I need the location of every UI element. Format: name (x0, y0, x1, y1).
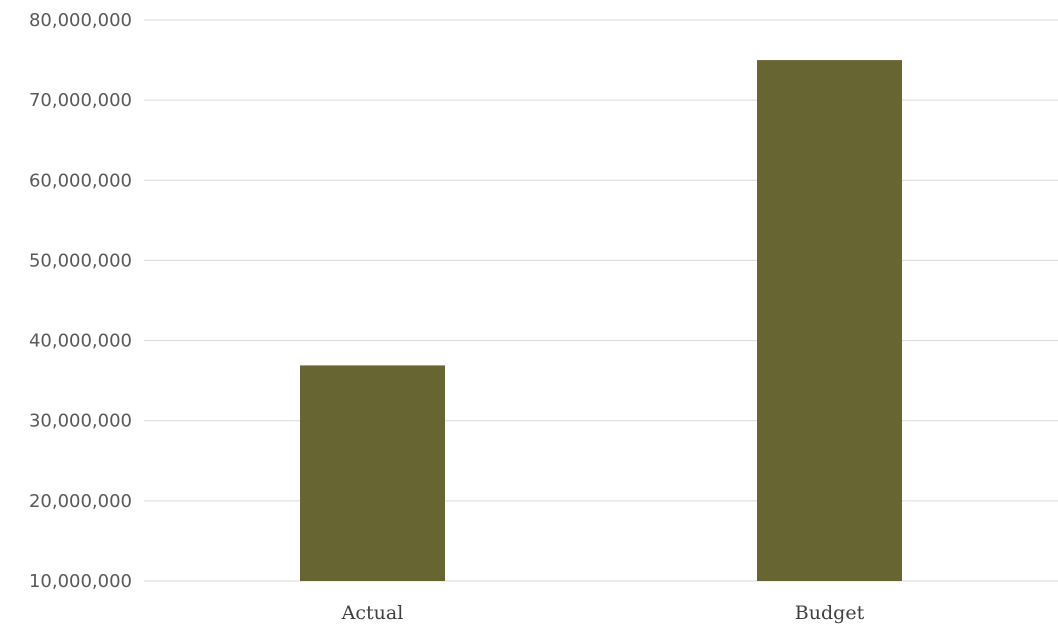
bars (300, 60, 902, 582)
x-axis-labels: Actual Budget (341, 602, 865, 624)
y-tick-label: 70,000,000 (29, 90, 132, 111)
x-tick-label: Budget (795, 602, 865, 624)
bar-actual[interactable] (300, 365, 445, 581)
gridlines (144, 19, 1058, 582)
y-tick-label: 10,000,000 (29, 571, 132, 592)
y-tick-label: 40,000,000 (29, 331, 132, 352)
y-tick-label: 50,000,000 (29, 250, 132, 271)
bar-budget[interactable] (757, 60, 902, 582)
y-axis-labels: 10,000,000 20,000,000 30,000,000 40,000,000… (29, 10, 132, 592)
y-tick-label: 80,000,000 (29, 10, 132, 31)
y-tick-label: 60,000,000 (29, 170, 132, 191)
x-tick-label: Actual (341, 602, 404, 624)
y-tick-label: 20,000,000 (29, 491, 132, 512)
y-tick-label: 30,000,000 (29, 411, 132, 432)
